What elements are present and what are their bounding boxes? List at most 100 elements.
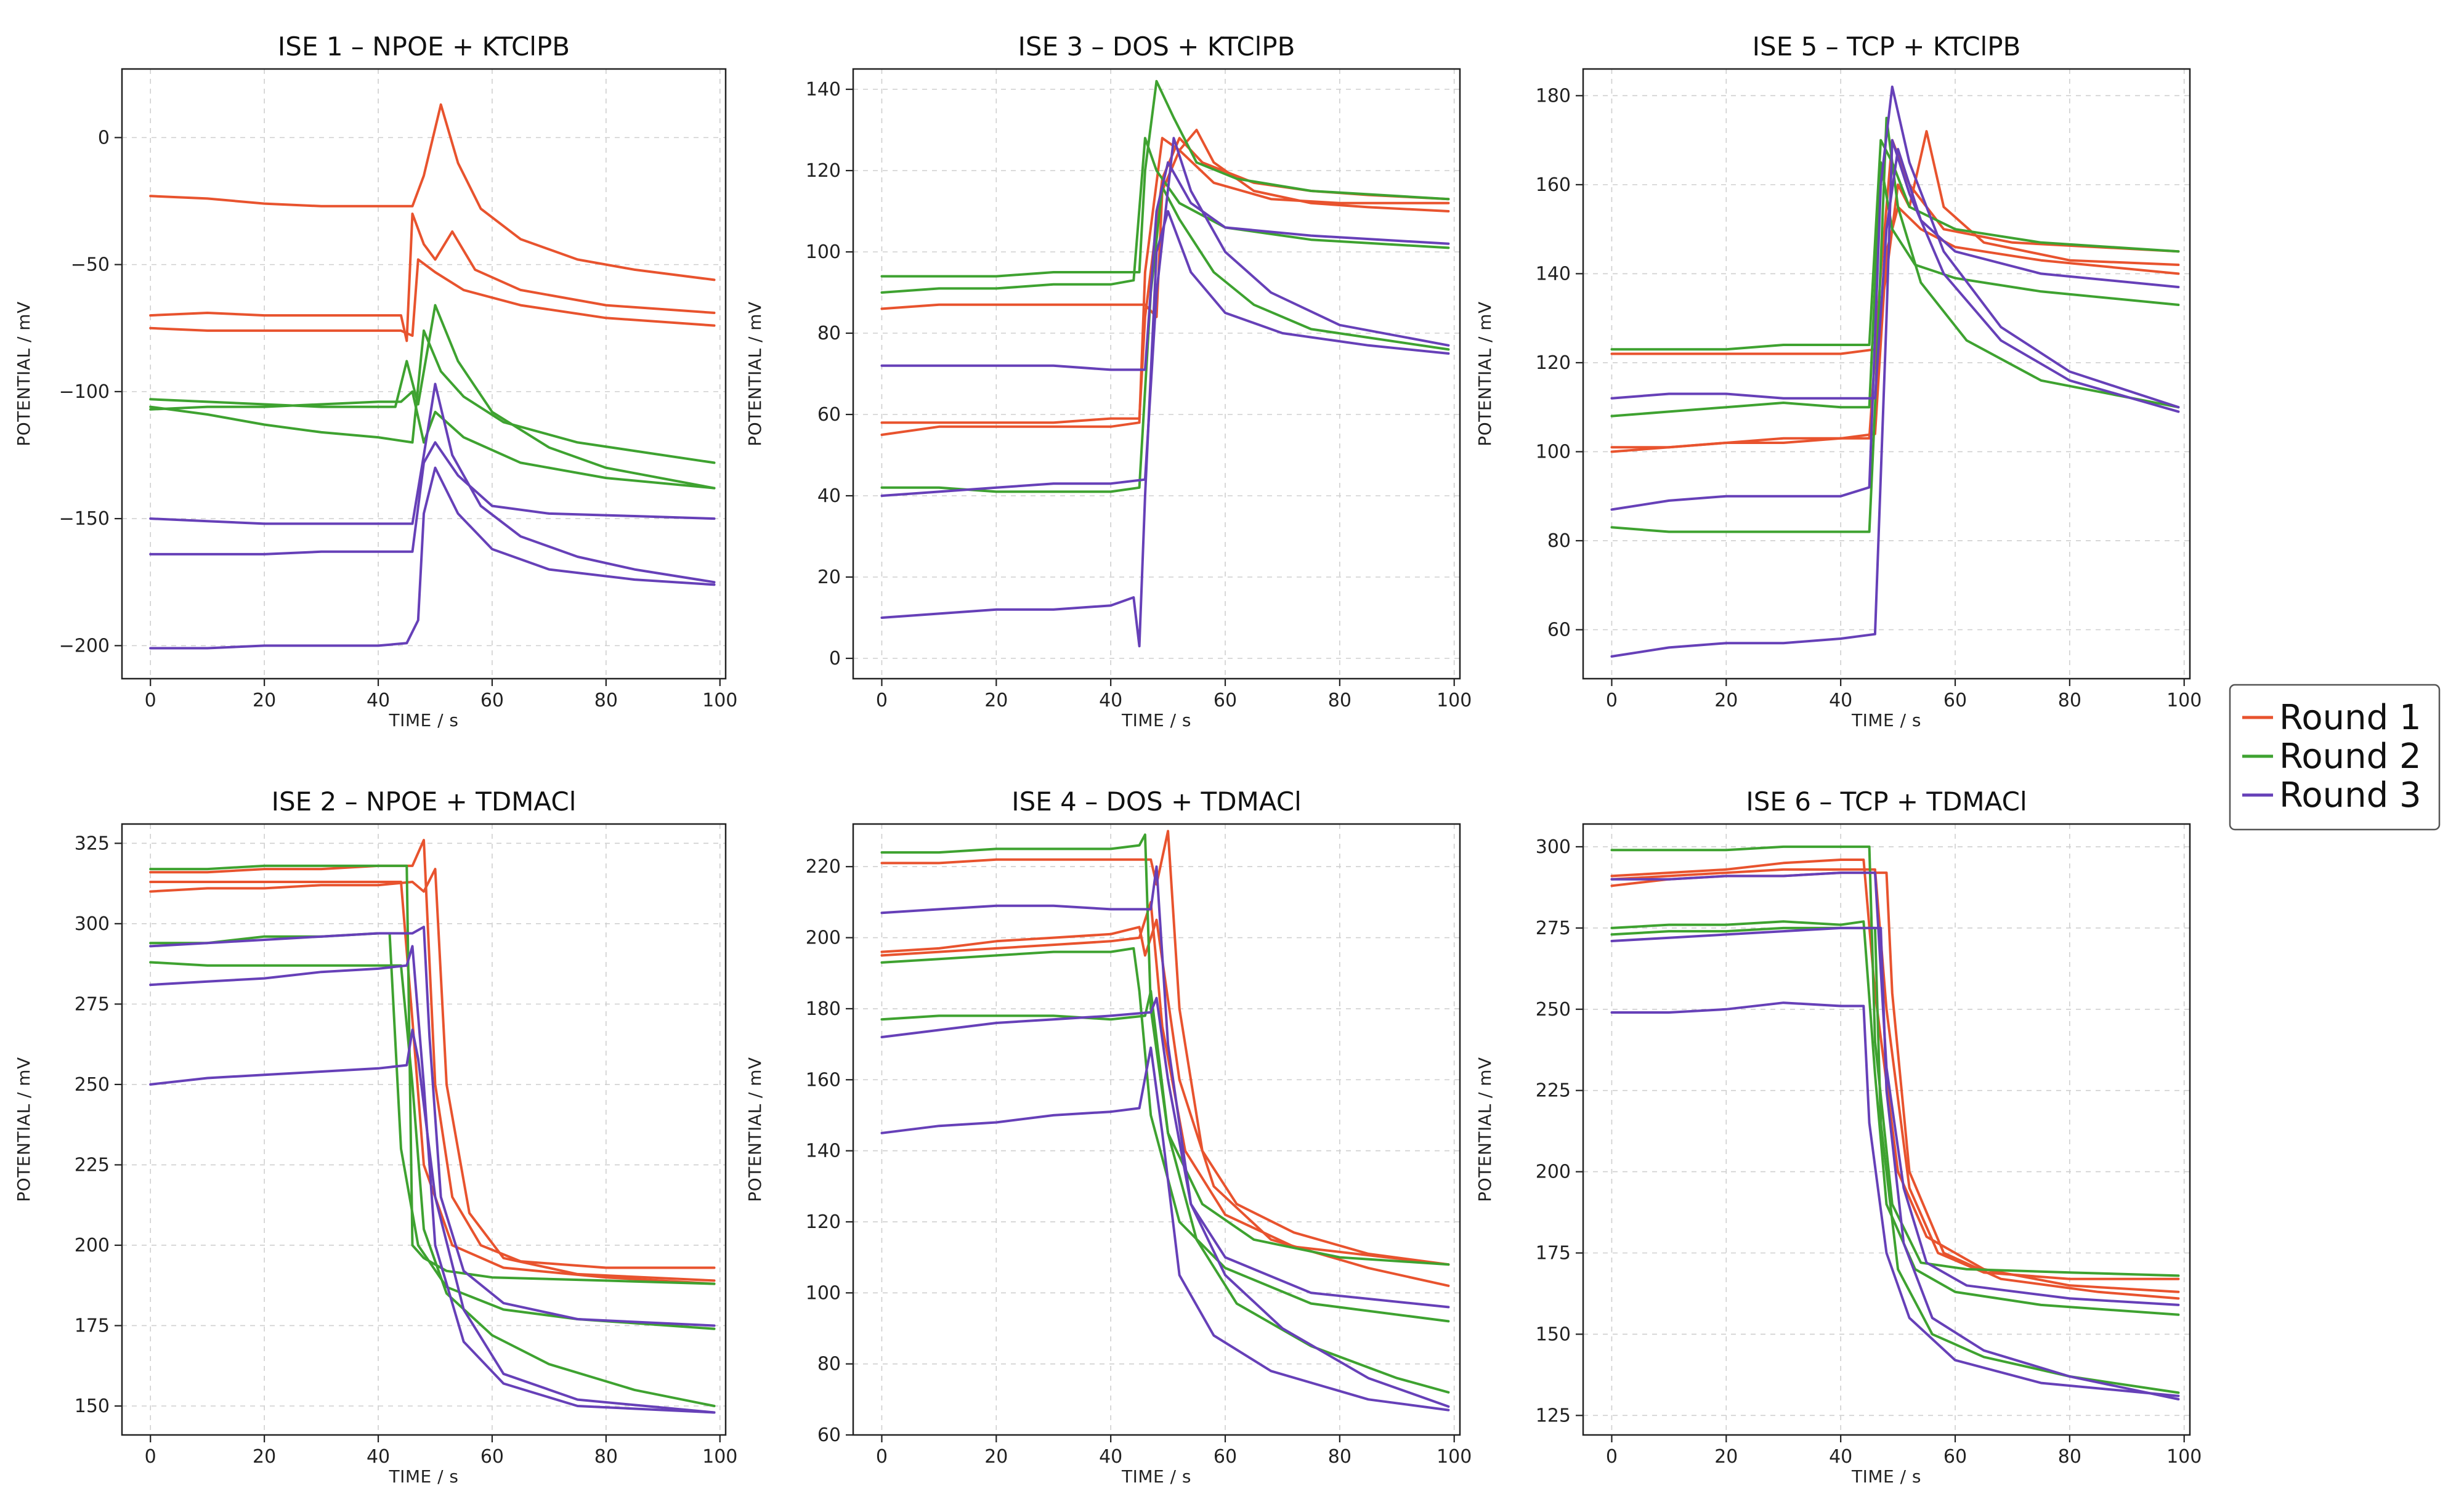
legend-frame (2229, 684, 2441, 831)
plot-frame (1582, 68, 2191, 680)
y-tick-label: 150 (1536, 1323, 1571, 1345)
y-tick-label: 225 (1536, 1080, 1571, 1102)
x-tick-label: 80 (2058, 690, 2081, 711)
series-line-round-2-5 (1610, 920, 2180, 1316)
series-line-round-1-2 (149, 212, 716, 342)
y-tick-label: 120 (806, 160, 841, 182)
x-tick-label: 40 (367, 1446, 390, 1468)
x-tick-label: 60 (1214, 690, 1237, 711)
y-tick-label: 140 (1536, 263, 1571, 285)
series-line-round-1-3 (880, 137, 1450, 436)
y-axis-label: POTENTIAL / mV (745, 1057, 765, 1202)
x-tick-label: 100 (2166, 1446, 2202, 1468)
x-tick-label: 40 (1829, 1446, 1852, 1468)
series-line-round-2-5 (880, 947, 1450, 1323)
x-axis-label: TIME / s (1851, 1466, 1921, 1487)
series-line-round-2-4 (1610, 845, 2180, 1277)
series-line-round-1-3 (149, 258, 716, 337)
x-tick-label: 60 (1943, 690, 1967, 711)
series-line-round-1-2 (880, 918, 1450, 1287)
chart-panels: 0 20 40 60 80 100 0 −50 −100 −150 −200 ISE 1 – NPOE… (14, 31, 2202, 1487)
series-line-round-2-4 (1610, 139, 2180, 351)
series-line-round-2-6 (1610, 926, 2180, 1394)
y-tick-label: 80 (817, 323, 841, 344)
series-line-round-3-7 (1610, 148, 2180, 400)
series-line-round-3-9 (1610, 139, 2180, 658)
series-line-round-2-4 (880, 79, 1450, 278)
x-tick-label: 20 (253, 690, 276, 711)
series-line-round-3-8 (1610, 926, 2180, 1400)
x-tick-label: 80 (1328, 1446, 1352, 1468)
series-line-round-3-7 (149, 926, 716, 1327)
x-tick-label: 20 (984, 690, 1008, 711)
series-line-round-3-7 (1610, 871, 2180, 1306)
y-axis-label: POTENTIAL / mV (1475, 301, 1495, 446)
chart-title: ISE 2 – NPOE + TDMACl (272, 786, 577, 817)
series-line-round-1-3 (149, 881, 716, 1285)
y-tick-label: 0 (829, 648, 841, 669)
legend-label-round-2: Round 2 (2279, 737, 2421, 777)
series-line-round-2-6 (880, 185, 1450, 493)
y-axis-label: POTENTIAL / mV (14, 1057, 34, 1202)
y-tick-label: 120 (1536, 352, 1571, 374)
y-tick-label: 140 (806, 1141, 841, 1162)
y-tick-label: 325 (75, 833, 110, 854)
x-tick-label: 80 (594, 690, 618, 711)
y-axis-label: POTENTIAL / mV (1475, 1057, 1495, 1202)
y-tick-label: 175 (1536, 1243, 1571, 1264)
y-tick-label: 120 (806, 1211, 841, 1233)
y-tick-label: 275 (75, 993, 110, 1015)
series-line-round-1-1 (149, 103, 716, 281)
x-tick-label: 100 (1437, 690, 1472, 711)
series-line-round-2-6 (149, 961, 716, 1407)
y-tick-label: 60 (1547, 620, 1571, 641)
y-tick-label: 180 (1536, 85, 1571, 107)
y-axis-label: POTENTIAL / mV (14, 301, 34, 446)
legend: Round 1 Round 2 Round 3 (2229, 684, 2441, 831)
series-line-round-1-2 (1610, 859, 2180, 1293)
y-tick-label: 180 (806, 998, 841, 1020)
series-line-round-2-5 (149, 329, 716, 464)
x-tick-label: 0 (876, 1446, 888, 1468)
x-tick-label: 0 (145, 1446, 156, 1468)
x-tick-label: 40 (1099, 1446, 1122, 1468)
x-tick-label: 20 (1714, 1446, 1738, 1468)
plot-frame (121, 68, 727, 680)
x-tick-label: 100 (2166, 690, 2202, 711)
y-tick-label: 150 (75, 1396, 110, 1417)
legend-label-round-3: Round 3 (2279, 775, 2421, 815)
y-tick-label: 125 (1536, 1405, 1571, 1426)
x-tick-label: 100 (1437, 1446, 1472, 1468)
chart-panel-6: 0 20 40 60 80 100 125 150 175 200 225 250 275 300 ISE … (1475, 786, 2202, 1487)
y-tick-label: 100 (1536, 441, 1571, 463)
plot-frame (121, 823, 727, 1436)
y-tick-label: −100 (59, 381, 110, 403)
x-tick-label: 80 (1328, 690, 1352, 711)
series-line-round-3-9 (149, 466, 716, 650)
x-tick-label: 20 (984, 1446, 1008, 1468)
y-axis-label: POTENTIAL / mV (745, 301, 765, 446)
x-tick-label: 40 (1099, 690, 1122, 711)
y-tick-label: −150 (59, 508, 110, 530)
x-tick-label: 0 (145, 690, 156, 711)
y-tick-label: 250 (1536, 999, 1571, 1020)
x-tick-label: 40 (1829, 690, 1852, 711)
series-line-round-3-8 (880, 996, 1450, 1408)
chart-panel-2: 0 20 40 60 80 100 0 20 40 60 80 100 120 140 ISE 3 – DO… (745, 31, 1472, 730)
series-line-round-3-7 (880, 865, 1450, 1309)
series-line-round-1-3 (880, 900, 1450, 1266)
x-tick-label: 60 (480, 690, 504, 711)
plot-frame (1582, 823, 2191, 1436)
series-line-round-2-5 (149, 932, 716, 1330)
series-line-round-2-5 (1610, 161, 2180, 418)
series-line-round-2-6 (1610, 116, 2180, 533)
y-tick-label: −50 (71, 254, 110, 276)
y-tick-label: 140 (806, 79, 841, 100)
series-line-round-3-8 (1610, 85, 2180, 511)
y-tick-label: 40 (817, 485, 841, 507)
x-tick-label: 60 (1943, 1446, 1967, 1468)
chart-panel-3: 0 20 40 60 80 100 60 80 100 120 140 160 180 ISE 5 – T… (1475, 31, 2202, 730)
y-tick-label: 300 (1536, 836, 1571, 858)
y-tick-label: 200 (806, 927, 841, 949)
